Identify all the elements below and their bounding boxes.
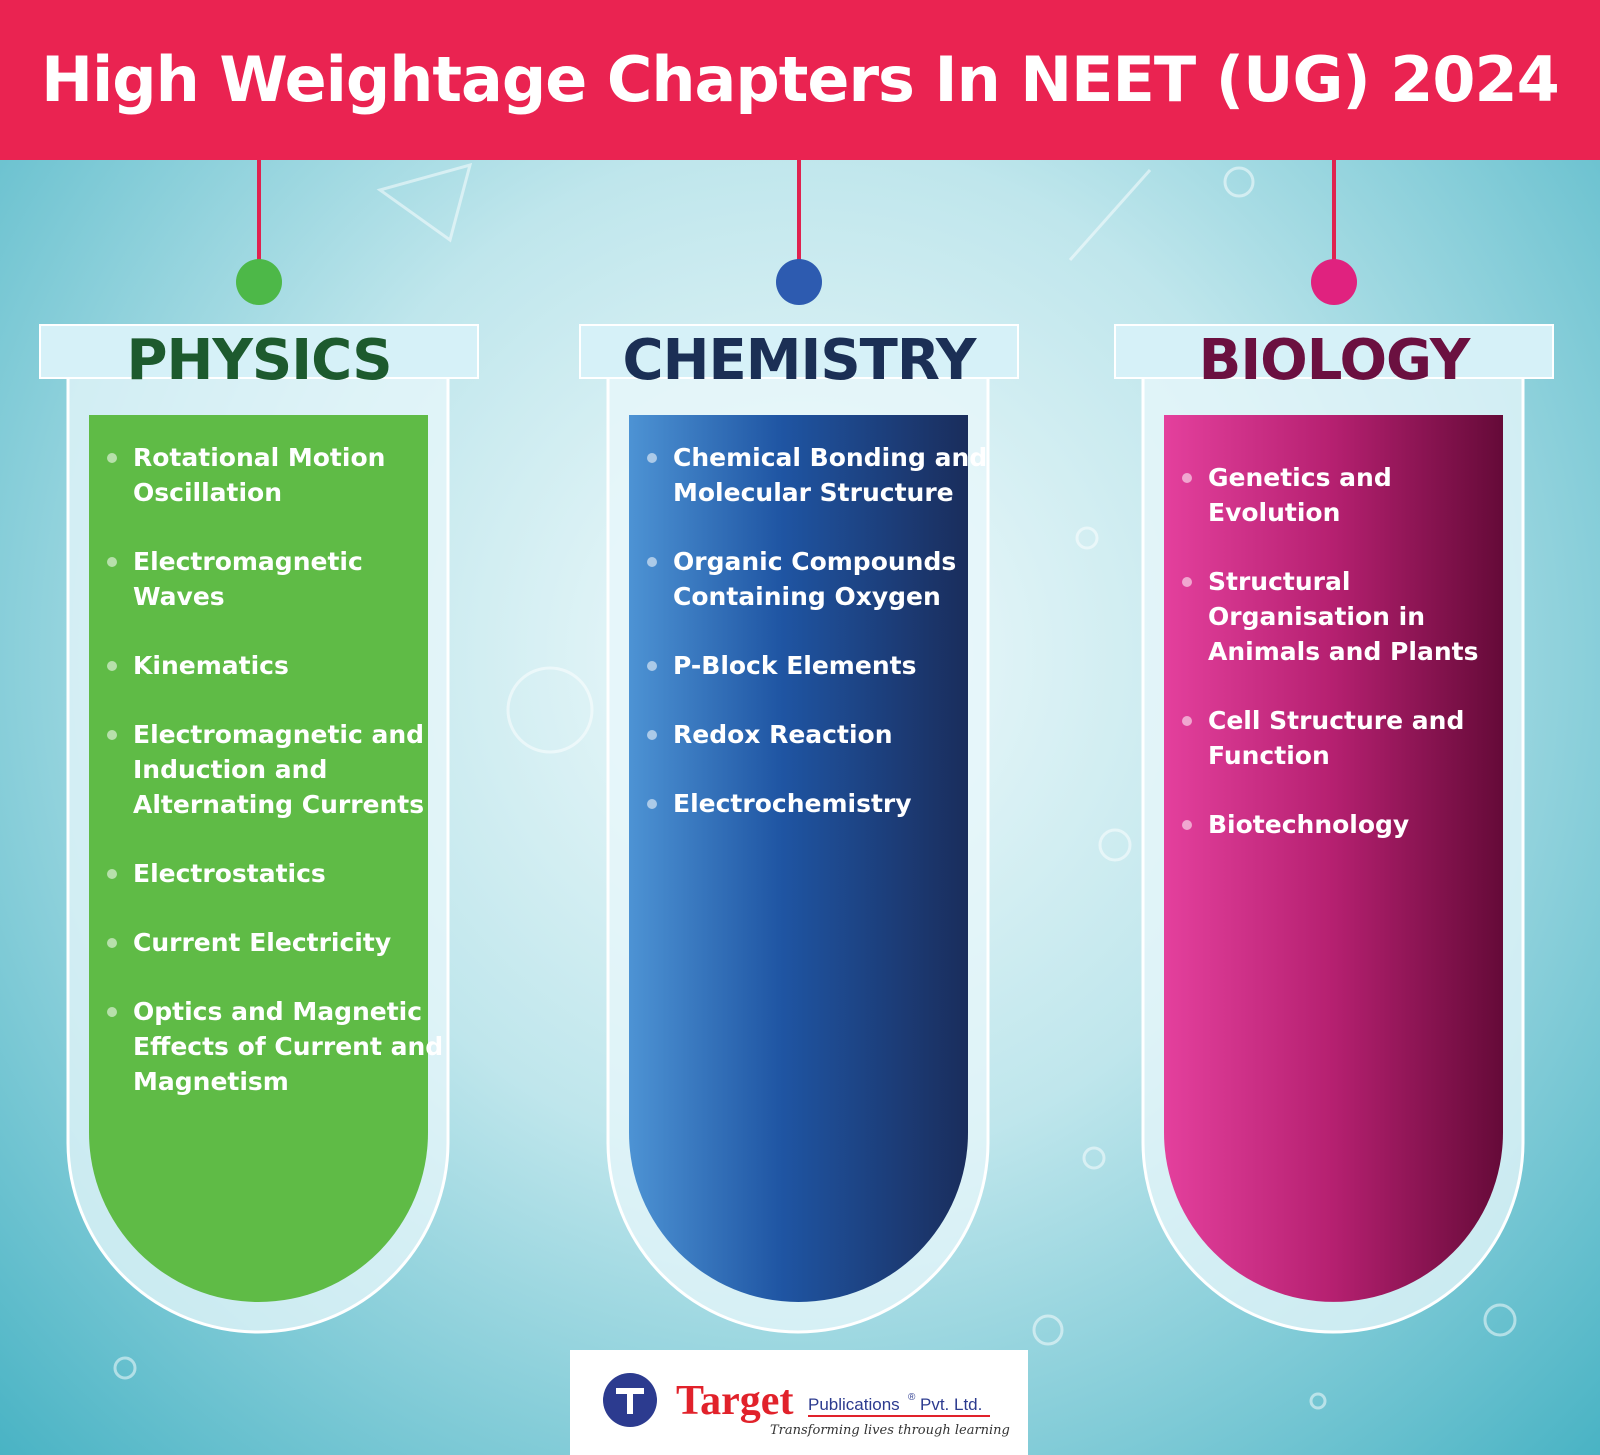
publisher: Publications (808, 1395, 900, 1414)
chapter: Electrostatics (107, 856, 453, 891)
chapter: Rotational Motion Oscillation (107, 440, 453, 510)
suffix: Pvt. Ltd. (920, 1395, 982, 1414)
chapter-list: Genetics and Evolution Structural Organis… (1182, 460, 1528, 876)
chapter: P-Block Elements (647, 648, 993, 683)
registered: ® (908, 1392, 916, 1403)
column-heading: CHEMISTRY (622, 328, 977, 393)
tube-fill (1164, 415, 1503, 1302)
chapter: Biotechnology (1182, 807, 1528, 842)
chapter: Current Electricity (107, 925, 453, 960)
hanger-dot (236, 259, 282, 305)
chapter: Electrochemistry (647, 786, 993, 821)
chapter: Electromagnetic and Induction and Altern… (107, 717, 453, 822)
chapter: Redox Reaction (647, 717, 993, 752)
decor (113, 162, 1517, 1410)
column-heading: PHYSICS (126, 328, 392, 393)
chapter-list: Rotational Motion Oscillation Electromagn… (107, 440, 453, 1133)
tagline: Transforming lives through learning (770, 1423, 1010, 1438)
logo: Target Publications ® Pvt. Ltd. Transfor… (603, 1373, 1010, 1438)
chapter: Kinematics (107, 648, 453, 683)
hanger-dot (776, 259, 822, 305)
chapter: Genetics and Evolution (1182, 460, 1528, 530)
tube-rim (39, 324, 479, 379)
chapter: Chemical Bonding and Molecular Structure (647, 440, 993, 510)
tube-fill (89, 415, 428, 1302)
tube-rim (579, 324, 1019, 379)
chapter: Structural Organisation in Animals and P… (1182, 564, 1528, 669)
brand: Target (676, 1378, 793, 1424)
chapter-list: Chemical Bonding and Molecular Structure… (647, 440, 993, 855)
tube-rim (1114, 324, 1554, 379)
title: High Weightage Chapters In NEET (UG) 202… (0, 0, 1600, 160)
logo-box: Target Publications ® Pvt. Ltd. Transfor… (570, 1350, 1028, 1455)
tube-fill (629, 415, 968, 1302)
column-heading: BIOLOGY (1198, 328, 1471, 393)
hanger-dot (1311, 259, 1357, 305)
chapter: Cell Structure and Function (1182, 703, 1528, 773)
chapter: Optics and Magnetic Effects of Current a… (107, 994, 453, 1099)
chapter: Organic Compounds Containing Oxygen (647, 544, 993, 614)
logo-icon-part (627, 1388, 633, 1414)
chapter: Electromagnetic Waves (107, 544, 453, 614)
